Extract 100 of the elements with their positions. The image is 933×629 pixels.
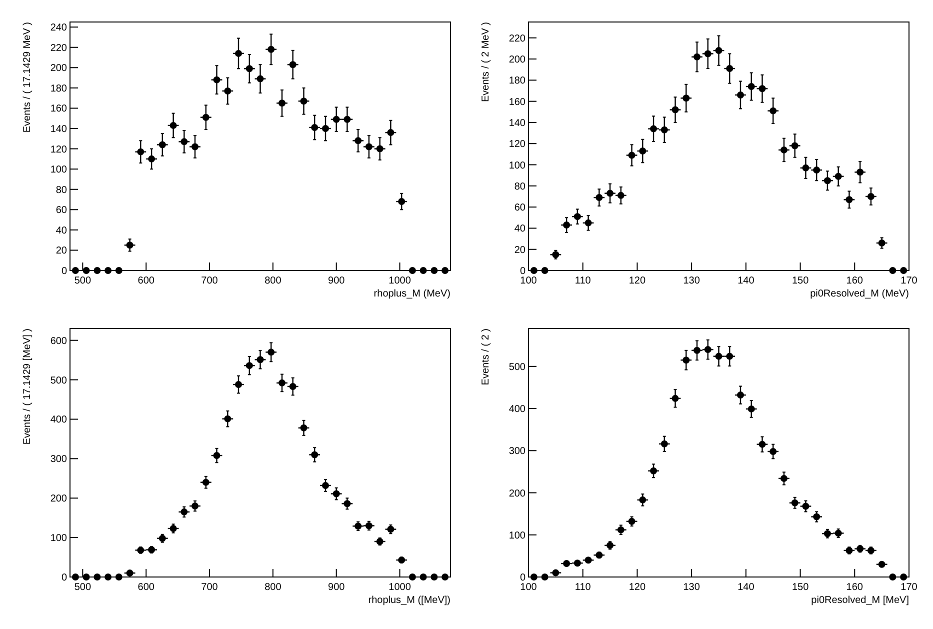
point	[889, 574, 896, 580]
point	[900, 574, 908, 580]
x-tick-label: 170	[900, 582, 918, 593]
y-tick-label: 100	[50, 533, 68, 544]
point	[682, 94, 690, 102]
x-tick-label: 500	[74, 276, 92, 286]
y-axis-title: Events / ( 17.1429 [MeV] )	[22, 328, 33, 445]
point	[541, 267, 548, 274]
point	[650, 467, 658, 474]
point	[813, 513, 820, 520]
point	[224, 415, 232, 422]
point	[541, 574, 548, 580]
y-tick-label: 500	[508, 362, 526, 373]
y-tick-label: 220	[50, 42, 68, 54]
point	[82, 267, 90, 274]
x-tick-label: 110	[574, 582, 592, 593]
y-tick-label: 200	[50, 494, 68, 505]
y-tick-label: 40	[514, 224, 526, 235]
point	[158, 141, 166, 148]
x-tick-label: 700	[201, 276, 218, 286]
y-tick-label: 20	[56, 246, 68, 257]
point	[126, 242, 134, 249]
x-tick-label: 120	[628, 276, 646, 286]
x-tick-label: 600	[138, 276, 155, 286]
point	[867, 192, 874, 200]
y-tick-label: 180	[508, 76, 526, 87]
point	[552, 569, 560, 576]
y-tick-label: 240	[50, 22, 68, 34]
point	[824, 177, 831, 184]
y-tick-label: 120	[508, 139, 526, 150]
point	[246, 65, 253, 72]
point	[563, 222, 570, 229]
point	[115, 267, 122, 274]
y-tick-label: 0	[61, 572, 68, 584]
y-tick-label: 80	[514, 181, 526, 192]
y-tick-label: 80	[56, 184, 68, 196]
y-tick-label: 100	[508, 530, 526, 542]
point	[202, 114, 210, 121]
point	[791, 142, 798, 150]
point	[94, 267, 101, 274]
y-tick-label: 140	[50, 124, 68, 135]
x-tick-label: 150	[792, 582, 810, 593]
point	[137, 148, 144, 156]
y-axis-title: Events / ( 17.1429 MeV )	[22, 22, 33, 133]
x-tick-label: 160	[846, 276, 864, 286]
point	[596, 194, 603, 202]
y-tick-label: 60	[56, 205, 68, 216]
point	[639, 496, 646, 504]
x-tick-label: 500	[74, 582, 92, 593]
x-tick-label: 600	[138, 582, 155, 593]
x-tick-label: 700	[201, 582, 218, 593]
point	[780, 146, 788, 154]
x-tick-label: 1000	[388, 276, 412, 286]
point	[408, 267, 416, 274]
point	[736, 91, 744, 98]
point	[104, 267, 112, 274]
point	[846, 196, 853, 204]
y-tick-label: 40	[56, 225, 68, 236]
y-tick-label: 180	[50, 83, 68, 94]
y-axis-title: Events / ( 2 )	[480, 328, 492, 386]
point	[235, 381, 242, 388]
point	[530, 267, 538, 274]
point	[289, 61, 296, 68]
point	[420, 267, 427, 274]
point	[758, 440, 766, 448]
x-tick-label: 170	[900, 276, 918, 286]
x-tick-label: 120	[628, 582, 646, 593]
point	[552, 251, 560, 258]
point	[82, 574, 90, 580]
point	[256, 75, 264, 82]
y-tick-label: 0	[61, 266, 68, 277]
x-tick-label: 1000	[388, 582, 412, 593]
point	[191, 502, 198, 510]
point	[235, 50, 242, 57]
point	[682, 356, 690, 364]
x-axis-title: rhoplus_M (MeV)	[374, 288, 450, 300]
point	[289, 382, 296, 390]
point	[628, 518, 636, 525]
x-tick-label: 160	[846, 582, 864, 593]
y-tick-label: 200	[50, 63, 68, 74]
point	[628, 152, 636, 159]
point	[148, 155, 156, 162]
x-tick-label: 140	[738, 276, 755, 286]
point	[322, 482, 330, 489]
y-tick-label: 0	[520, 266, 526, 277]
point	[300, 424, 308, 432]
point	[213, 76, 220, 84]
point	[180, 138, 188, 146]
point	[878, 560, 886, 568]
point	[158, 534, 166, 542]
x-tick-label: 900	[328, 276, 346, 286]
x-axis-title: pi0Resolved_M [MeV]	[811, 595, 910, 606]
point	[736, 392, 744, 399]
point	[639, 148, 646, 155]
point	[770, 107, 777, 114]
point	[574, 213, 581, 220]
y-tick-label: 120	[50, 144, 68, 156]
point	[780, 474, 788, 482]
y-tick-label: 160	[508, 96, 526, 108]
x-tick-label: 150	[792, 276, 810, 286]
